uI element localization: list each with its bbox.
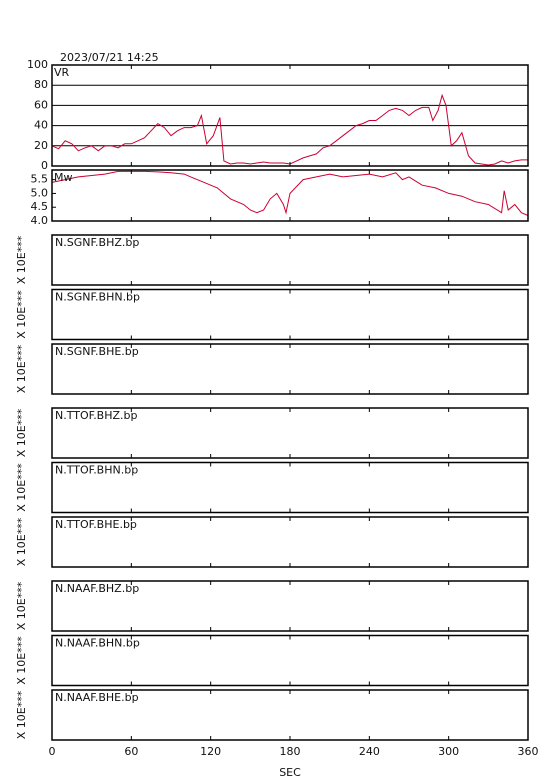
x-tick-label: 180 — [280, 745, 301, 758]
panel-title: Mw — [54, 171, 73, 184]
y-tick-label: 5.5 — [31, 173, 49, 186]
panel-title: VR — [54, 66, 70, 79]
x-tick-label: 360 — [518, 745, 539, 758]
x-tick-label: 240 — [359, 745, 380, 758]
trace-scale: X 10E*** — [15, 344, 28, 393]
trace-scale: X 10E*** — [15, 581, 28, 630]
timestamp: 2023/07/21 14:25 — [60, 51, 159, 64]
trace-name: N.SGNF.BHZ.bp — [55, 236, 139, 249]
trace-scale: X 10E*** — [15, 463, 28, 512]
y-tick-label: 4.5 — [31, 200, 49, 213]
trace-scale: X 10E*** — [15, 636, 28, 685]
trace-name: N.SGNF.BHE.bp — [55, 345, 139, 358]
trace-scale: X 10E*** — [15, 290, 28, 339]
trace-scale: X 10E*** — [15, 517, 28, 566]
data-line — [51, 93, 528, 166]
x-tick-label: 60 — [124, 745, 138, 758]
trace-name: N.NAAF.BHZ.bp — [55, 582, 139, 595]
y-tick-label: 5.0 — [31, 186, 49, 199]
data-line — [51, 170, 529, 216]
trace-name: N.TTOF.BHE.bp — [55, 518, 137, 531]
trace-scale: X 10E*** — [15, 408, 28, 457]
y-tick-label: 0 — [41, 159, 48, 172]
trace-name: N.SGNF.BHN.bp — [55, 291, 140, 304]
x-tick-label: 120 — [200, 745, 221, 758]
y-tick-label: 80 — [34, 78, 48, 91]
trace-name: N.TTOF.BHZ.bp — [55, 409, 138, 422]
panel-frame — [51, 64, 529, 167]
y-tick-label: 100 — [27, 58, 48, 71]
trace-scale: X 10E*** — [15, 235, 28, 284]
trace-name: N.NAAF.BHE.bp — [55, 691, 139, 704]
y-tick-label: 60 — [34, 98, 48, 111]
trace-name: N.NAAF.BHN.bp — [55, 637, 140, 650]
x-tick-label: 300 — [438, 745, 459, 758]
x-axis-label: SEC — [279, 766, 301, 779]
trace-name: N.TTOF.BHN.bp — [55, 464, 138, 477]
y-tick-label: 20 — [34, 139, 48, 152]
trace-scale: X 10E*** — [15, 690, 28, 739]
x-tick-label: 0 — [49, 745, 56, 758]
y-tick-label: 4.0 — [31, 214, 49, 227]
y-tick-label: 40 — [34, 119, 48, 132]
